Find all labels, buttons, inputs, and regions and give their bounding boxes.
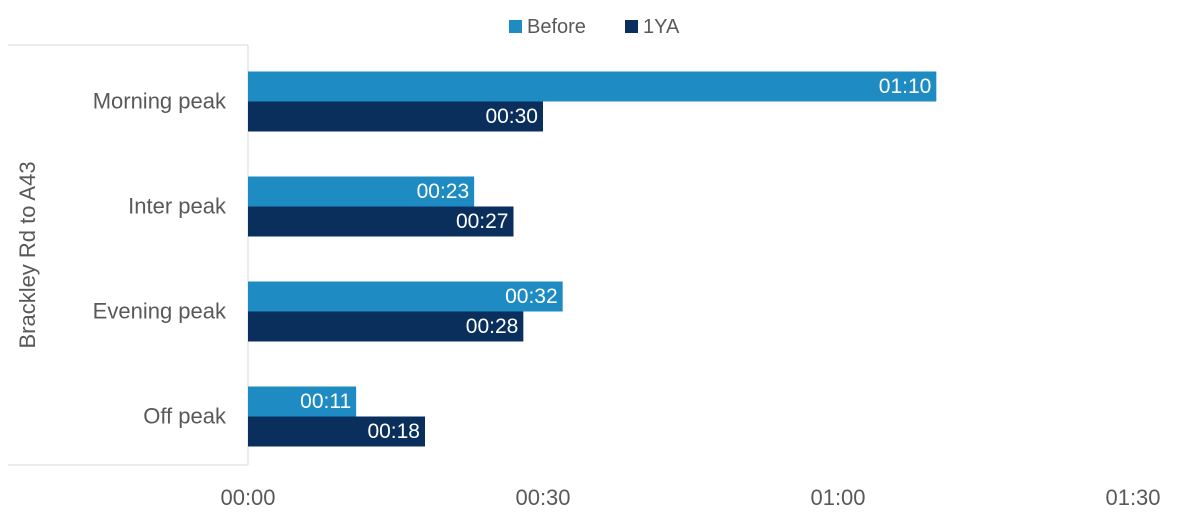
bar-value-label: 01:10	[879, 75, 932, 98]
bar-1ya-0	[248, 101, 543, 132]
x-tick-label: 01:30	[1105, 485, 1160, 510]
bar-before-1	[248, 176, 475, 207]
bar-1ya-1	[248, 206, 514, 237]
legend-swatch-1	[625, 20, 638, 33]
bar-value-label: 00:30	[485, 105, 538, 128]
legend-label-1: 1YA	[643, 16, 680, 38]
legend: Before 1YA	[509, 16, 680, 38]
category-labels: Morning peak Inter peak Evening peak Off pe…	[93, 88, 227, 428]
x-tick-labels: 00:00 00:30 01:00 01:30	[220, 485, 1160, 510]
bar-before-3	[248, 386, 357, 417]
group-axis-label: Brackley Rd to A43	[15, 161, 40, 348]
bar-value-label: 00:18	[367, 420, 420, 443]
x-tick-label: 00:00	[220, 485, 275, 510]
bars: 01:10 00:30 00:23 00:27 00:32 00:28 00:11 00:18	[248, 71, 937, 447]
bar-value-label: 00:32	[505, 285, 558, 308]
bar-value-label: 00:27	[456, 210, 509, 233]
bar-before-2	[248, 281, 563, 312]
legend-label-0: Before	[527, 16, 586, 38]
bar-before-0	[248, 71, 937, 102]
bar-value-label: 00:28	[466, 315, 519, 338]
category-label: Off peak	[143, 403, 227, 428]
bar-1ya-3	[248, 416, 425, 447]
category-label: Inter peak	[128, 193, 227, 218]
x-tick-label: 01:00	[810, 485, 865, 510]
category-label: Morning peak	[93, 88, 227, 113]
bar-value-label: 00:23	[417, 180, 470, 203]
x-tick-label: 00:30	[515, 485, 570, 510]
category-label: Evening peak	[93, 298, 227, 323]
legend-swatch-0	[509, 20, 522, 33]
bar-value-label: 00:11	[300, 390, 351, 413]
bar-1ya-2	[248, 311, 524, 342]
